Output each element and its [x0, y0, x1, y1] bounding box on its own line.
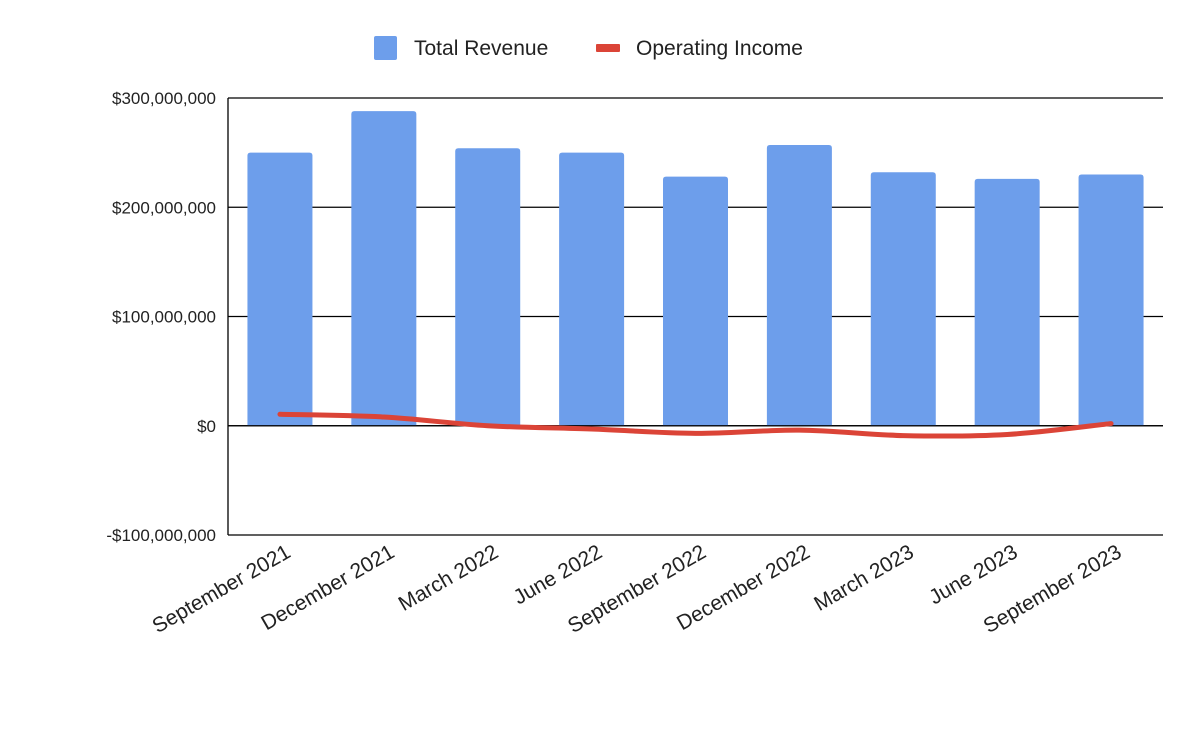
bar-total-revenue [1078, 174, 1144, 426]
x-tick-label: March 2023 [810, 540, 918, 615]
bar-series-total-revenue [228, 111, 1163, 427]
x-tick-label: June 2023 [925, 540, 1021, 609]
bar-total-revenue [663, 176, 728, 426]
x-tick-label: June 2022 [510, 540, 606, 609]
bar-total-revenue [766, 144, 832, 426]
bar-total-revenue [455, 148, 521, 426]
y-tick-label: $200,000,000 [112, 198, 216, 217]
bar-total-revenue [247, 152, 313, 426]
line-operating-income [277, 411, 1114, 439]
y-tick-label: -$100,000,000 [106, 526, 216, 545]
bar-total-revenue [559, 152, 625, 426]
y-axis-tick-labels: -$100,000,000 $0 $100,000,000 $200,000,000 $… [106, 89, 216, 545]
y-tick-label: $0 [197, 417, 216, 436]
y-tick-label: $100,000,000 [112, 308, 216, 327]
bar-total-revenue [870, 172, 936, 426]
x-tick-label: March 2022 [395, 540, 503, 615]
y-tick-label: $300,000,000 [112, 89, 216, 108]
bar-total-revenue [351, 111, 417, 426]
legend-swatch-total-revenue [374, 36, 397, 60]
legend: Total Revenue Operating Income [374, 36, 803, 60]
legend-swatch-operating-income [596, 44, 620, 52]
line-series-operating-income [277, 411, 1114, 439]
legend-label-operating-income: Operating Income [636, 37, 803, 60]
bar-total-revenue [974, 178, 1040, 426]
legend-label-total-revenue: Total Revenue [414, 37, 548, 60]
